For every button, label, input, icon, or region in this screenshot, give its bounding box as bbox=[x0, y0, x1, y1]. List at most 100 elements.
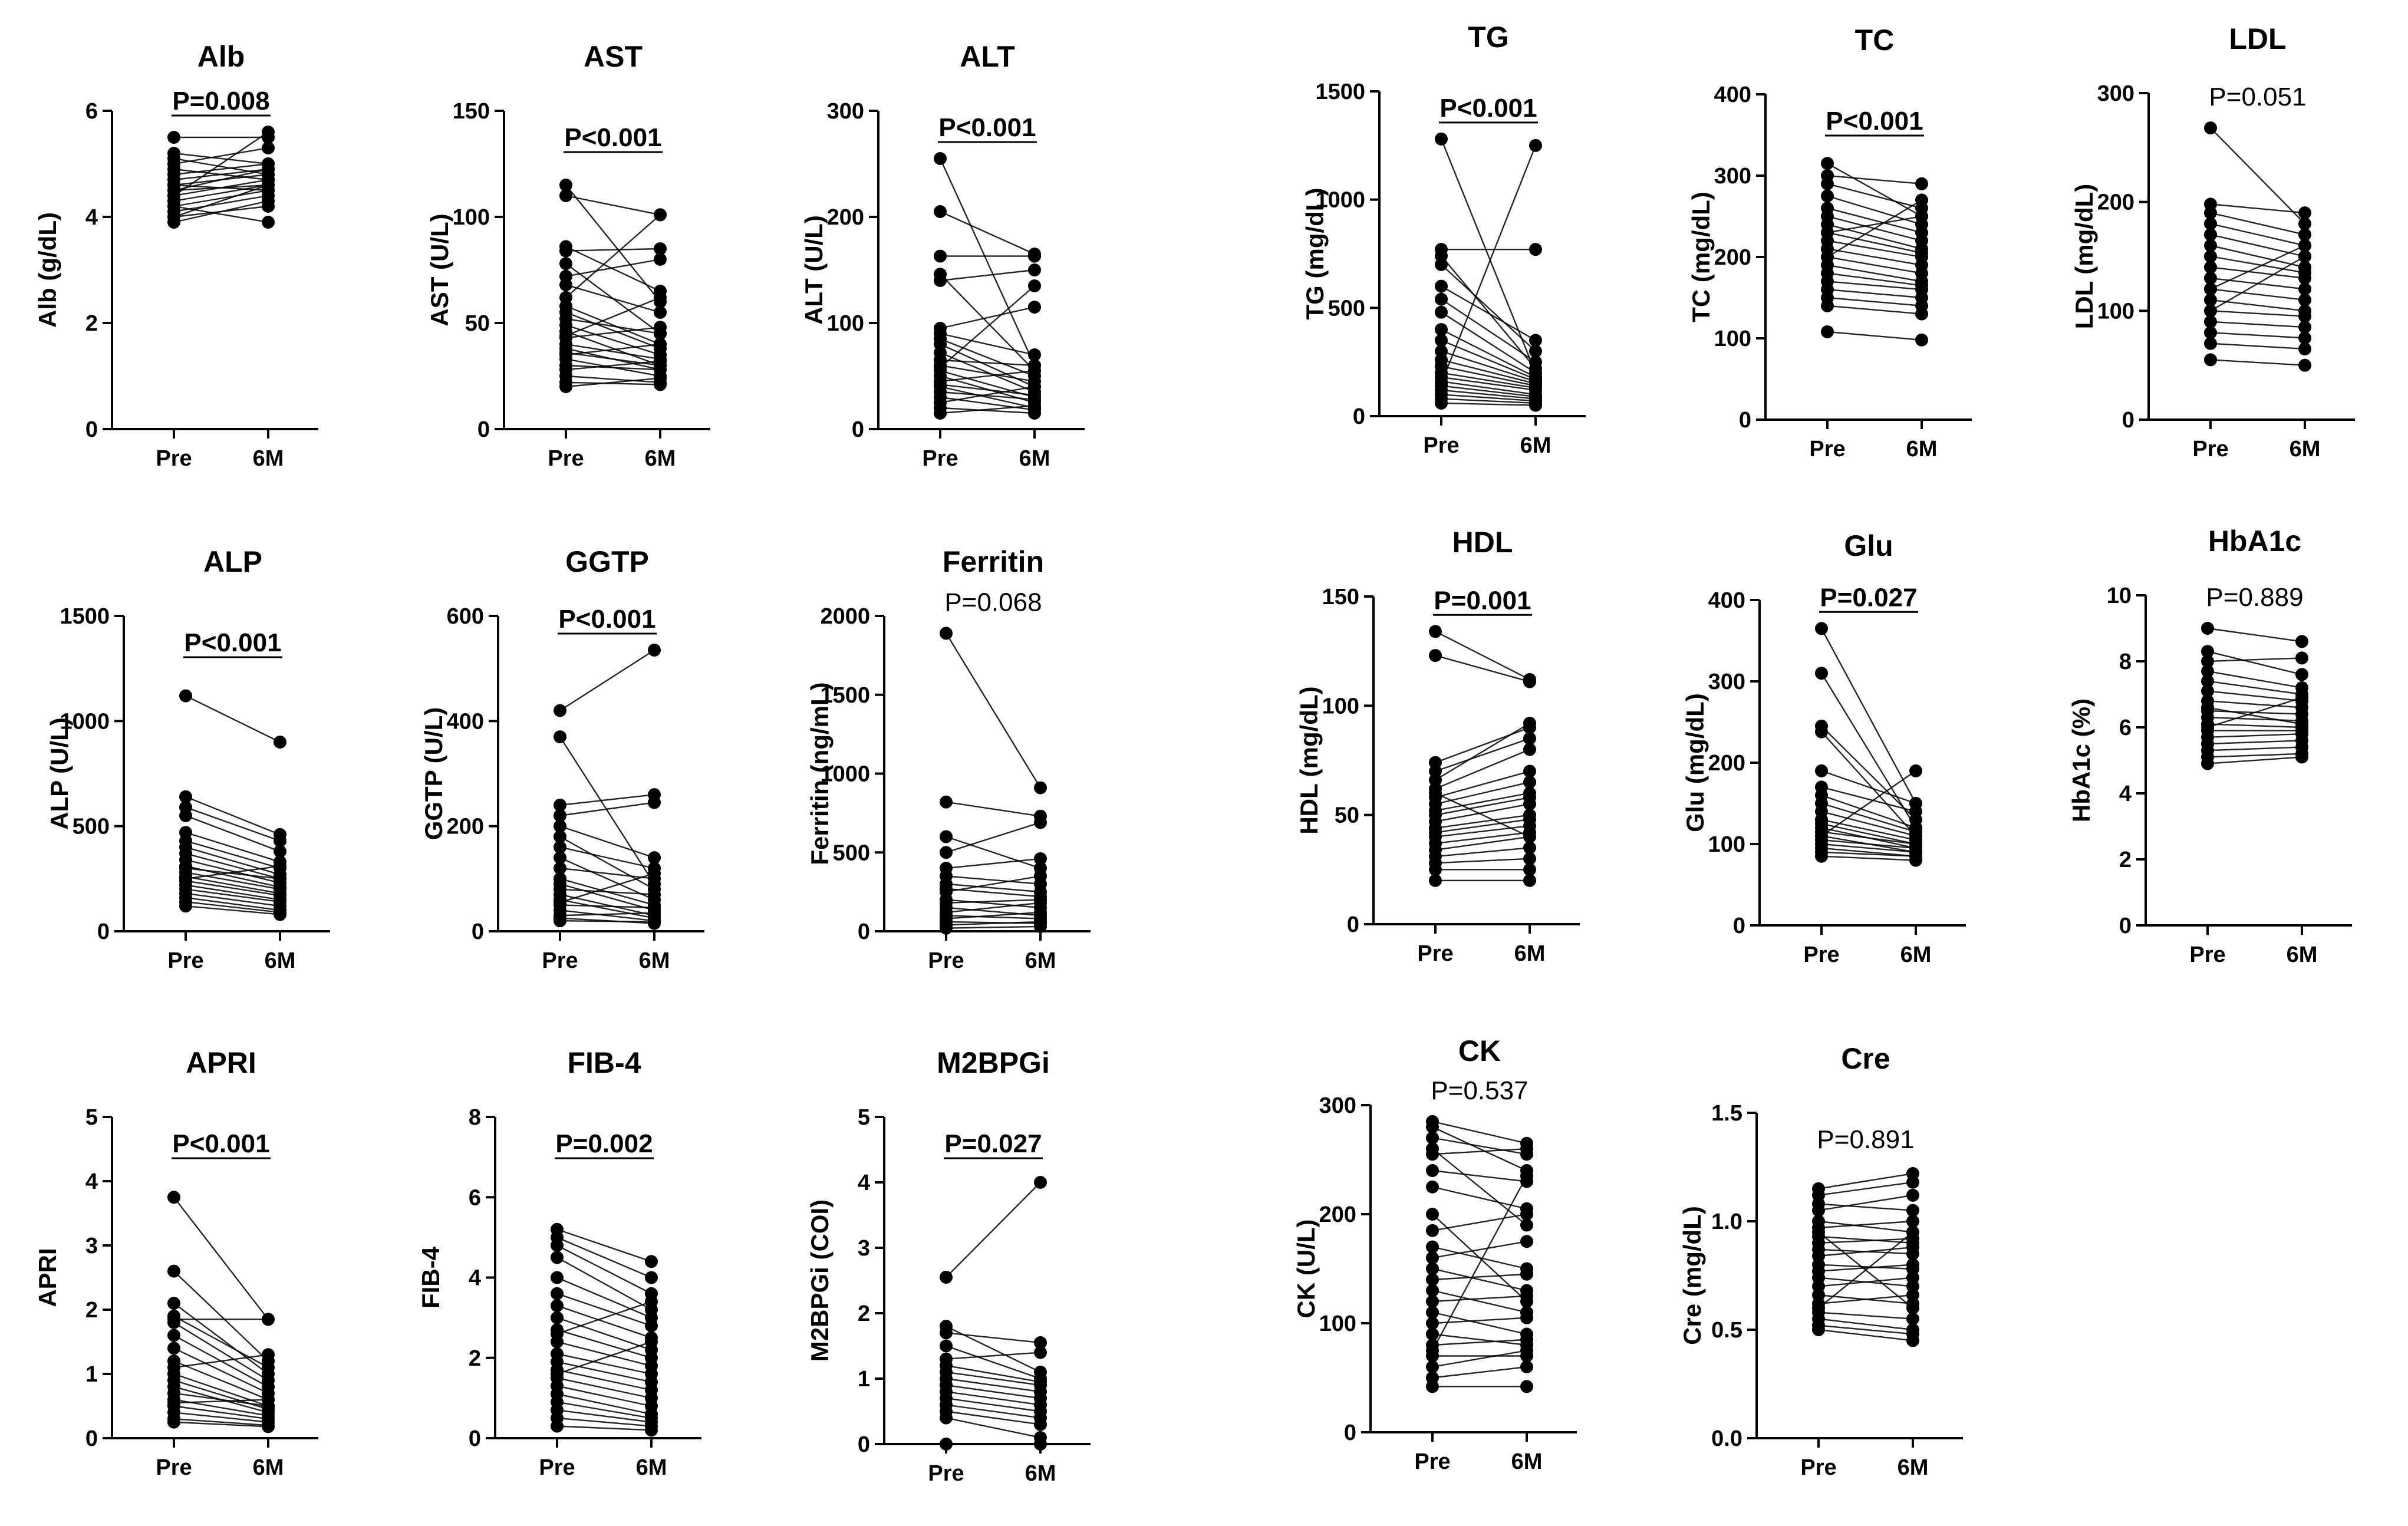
pair-line bbox=[185, 880, 281, 897]
x-tick-label: Pre bbox=[1423, 433, 1459, 458]
pair-line bbox=[1435, 770, 1530, 799]
pair-line bbox=[559, 909, 655, 922]
panel-title: ALP bbox=[203, 545, 262, 578]
data-point-6m bbox=[262, 1313, 275, 1326]
data-point-6m bbox=[1520, 1208, 1533, 1221]
data-point-pre bbox=[559, 278, 572, 292]
panel-tg: TG TG (mg/dL) 0 500 1000 1500 Pre 6M P<0.001 bbox=[1301, 21, 1586, 458]
y-tick-label: 0 bbox=[1344, 1420, 1356, 1445]
data-point-pre bbox=[1426, 1273, 1439, 1286]
pair-line bbox=[946, 1332, 1041, 1344]
y-tick-label: 100 bbox=[1708, 832, 1745, 857]
data-point-pre bbox=[559, 346, 572, 360]
data-point-6m bbox=[645, 1295, 658, 1309]
pair-line bbox=[1435, 792, 1530, 838]
data-point-6m bbox=[1915, 307, 1928, 321]
data-point-6m bbox=[2298, 309, 2311, 323]
pair-line bbox=[1440, 139, 1537, 373]
pair-line bbox=[1821, 855, 1916, 861]
pair-line bbox=[1818, 1264, 1913, 1270]
data-point-6m bbox=[648, 643, 661, 657]
pair-line bbox=[185, 888, 281, 903]
pair-line bbox=[1431, 1175, 1528, 1351]
pair-line bbox=[1827, 232, 1922, 254]
x-tick-label: Pre bbox=[156, 446, 192, 471]
data-point-pre bbox=[167, 1329, 180, 1342]
data-point-6m bbox=[1906, 1334, 1919, 1347]
pair-line bbox=[946, 875, 1041, 893]
x-tick-label: 6M bbox=[253, 446, 284, 471]
data-point-pre bbox=[1821, 189, 1834, 203]
pair-line bbox=[185, 832, 281, 863]
data-point-pre bbox=[2204, 250, 2217, 263]
pair-line bbox=[940, 405, 1035, 414]
panel-apri: APRI APRI 0 1 2 3 4 5 Pre 6M P<0.001 bbox=[34, 1046, 318, 1480]
pair-line bbox=[565, 195, 661, 216]
x-tick-label: Pre bbox=[2189, 942, 2225, 967]
pair-line bbox=[1818, 1324, 1913, 1335]
pair-line bbox=[1435, 832, 1530, 845]
pair-line bbox=[946, 907, 1041, 917]
data-point-pre bbox=[1821, 325, 1834, 338]
data-point-6m bbox=[262, 126, 275, 139]
data-point-6m bbox=[1028, 348, 1041, 361]
y-tick-label: 300 bbox=[1319, 1093, 1356, 1118]
data-point-pre bbox=[179, 862, 192, 875]
pair-line bbox=[556, 1341, 652, 1375]
x-tick-label: 6M bbox=[2287, 942, 2318, 967]
pair-line bbox=[1432, 1317, 1527, 1324]
data-point-6m bbox=[274, 859, 286, 873]
pair-line bbox=[940, 407, 1035, 414]
y-tick-label: 300 bbox=[1714, 164, 1751, 189]
data-point-6m bbox=[1028, 388, 1041, 402]
pair-line bbox=[565, 352, 661, 367]
panel-fib-4: FIB-4 FIB-4 0 2 4 6 8 Pre 6M P=0.002 bbox=[417, 1046, 701, 1480]
pair-line bbox=[1827, 272, 1922, 286]
pair-line bbox=[1432, 1120, 1527, 1144]
pair-line bbox=[173, 1392, 269, 1407]
data-point-pre bbox=[1435, 323, 1448, 337]
data-point-6m bbox=[2298, 250, 2311, 263]
data-point-pre bbox=[551, 1271, 564, 1284]
data-point-pre bbox=[1821, 251, 1834, 263]
pair-line bbox=[1827, 264, 1922, 282]
pair-line bbox=[1821, 831, 1916, 845]
data-point-6m bbox=[654, 321, 667, 334]
pair-line bbox=[173, 1347, 269, 1394]
y-axis-label: Ferritin (ng/mL) bbox=[806, 682, 834, 865]
data-point-6m bbox=[2298, 321, 2311, 334]
data-point-6m bbox=[262, 1420, 275, 1433]
y-tick-label: 5 bbox=[85, 1105, 98, 1130]
p-value-label: P=0.068 bbox=[944, 588, 1042, 617]
data-point-6m bbox=[2295, 750, 2308, 764]
pair-line bbox=[185, 859, 281, 884]
data-point-pre bbox=[2204, 271, 2217, 285]
data-point-pre bbox=[2201, 645, 2214, 658]
y-axis-label: APRI bbox=[34, 1248, 61, 1307]
data-point-pre bbox=[1435, 305, 1448, 319]
y-axis-label: ALT (U/L) bbox=[800, 215, 828, 325]
data-point-6m bbox=[645, 1319, 658, 1333]
data-point-6m bbox=[1906, 1175, 1919, 1189]
pair-line bbox=[185, 852, 281, 879]
data-point-pre bbox=[1426, 1164, 1439, 1177]
pair-line bbox=[185, 892, 281, 907]
data-point-pre bbox=[1429, 625, 1442, 638]
data-point-6m bbox=[1523, 776, 1536, 789]
pair-line bbox=[173, 1360, 269, 1400]
panel-glu: Glu Glu (mg/dL) 0 100 200 300 400 Pre 6M P=0.027 bbox=[1681, 529, 1966, 967]
pair-line bbox=[1441, 398, 1536, 404]
pair-line bbox=[1441, 285, 1536, 341]
pair-line bbox=[1435, 825, 1530, 838]
pair-line bbox=[185, 884, 281, 901]
y-tick-label: 0.5 bbox=[1711, 1318, 1742, 1343]
pair-line bbox=[940, 384, 1035, 396]
pair-line bbox=[2210, 359, 2305, 366]
p-value-label: P=0.537 bbox=[1431, 1076, 1528, 1105]
y-tick-label: 4 bbox=[2119, 782, 2132, 806]
pair-line bbox=[2207, 733, 2302, 738]
pair-line bbox=[1441, 328, 1536, 378]
pair-line bbox=[1827, 240, 1922, 258]
pair-line bbox=[556, 1305, 652, 1339]
data-point-6m bbox=[2298, 271, 2311, 285]
